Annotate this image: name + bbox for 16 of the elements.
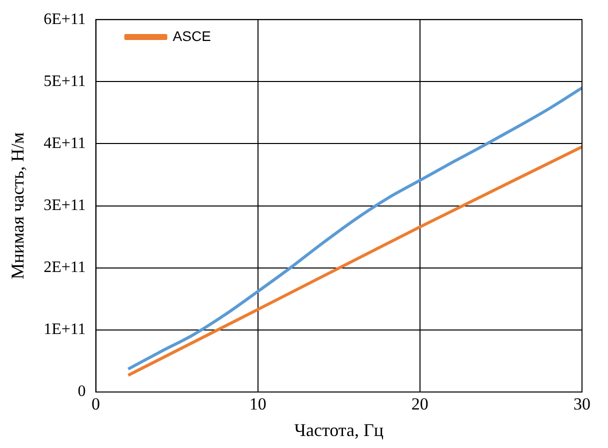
x-tick-label: 10 (249, 394, 266, 414)
y-tick-label: 0 (78, 383, 86, 400)
legend-label: ASCE (172, 28, 211, 44)
y-axis-title: Мнимая часть, Н/м (8, 132, 28, 280)
x-tick-label: 20 (411, 394, 428, 414)
y-tick-label: 6E+11 (44, 10, 86, 28)
y-tick-label: 4E+11 (44, 134, 86, 152)
y-tick-label: 5E+11 (44, 72, 86, 90)
x-tick-label: 0 (92, 394, 100, 414)
x-axis-title: Частота, Гц (294, 420, 384, 440)
y-tick-label: 1E+11 (44, 321, 86, 338)
x-tick-label: 30 (574, 394, 590, 414)
y-tick-label: 2E+11 (44, 259, 86, 276)
y-tick-label: 3E+11 (44, 197, 86, 214)
line-series (126, 145, 582, 377)
line-series (126, 86, 582, 371)
